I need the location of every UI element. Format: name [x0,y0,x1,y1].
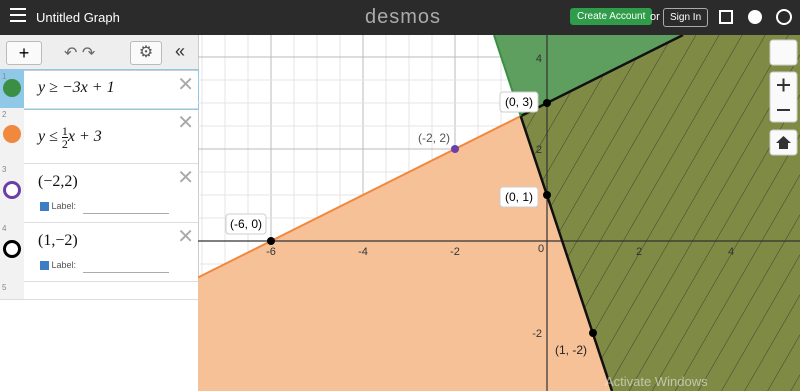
delete-button[interactable]: ✕ [177,167,194,189]
create-account-button[interactable]: Create Account [570,8,653,25]
color-icon[interactable] [3,181,21,199]
collapse-button[interactable]: « [175,41,186,61]
graph-controls [769,39,798,156]
delete-button[interactable]: ✕ [177,74,194,96]
points: (-6, 0) (-2, 2) (0, 3) (0, 1) (1, -2) [225,91,597,357]
point[interactable] [543,99,551,107]
or-text: or [650,11,660,23]
label-input[interactable] [83,213,169,214]
expression-row[interactable]: 1 y ≥ −3x + 1 ✕ [0,69,199,110]
sign-in-button[interactable]: Sign In [663,8,709,27]
color-icon[interactable] [3,79,21,97]
tick-labels: -6 -4 -2 0 2 4 4 2 -2 [266,53,734,340]
label-input[interactable] [83,272,169,273]
zoom-buttons[interactable] [769,71,798,123]
x-tick-label: -4 [358,246,368,258]
point-label: (-2, 2) [418,131,450,145]
color-icon[interactable] [3,240,21,258]
point[interactable] [589,329,597,337]
expression-text[interactable]: y ≥ −3x + 1 [38,79,115,96]
label-option[interactable]: Label: [40,201,77,212]
graph-title[interactable]: Untitled Graph [36,10,120,25]
x-tick-label: -6 [266,246,276,258]
x-tick-label: 2 [636,246,642,258]
hatch [520,35,800,391]
expression-row[interactable]: 3 (−2,2) Label: ✕ [0,163,198,223]
header-icons [719,9,792,25]
x-tick-label: -2 [450,246,460,258]
point[interactable] [267,237,275,245]
add-button[interactable]: + [6,41,42,65]
row-index: 5 [0,281,24,299]
language-icon[interactable] [776,9,792,25]
expr-part: y ≤ [38,128,62,146]
x-tick-label: 4 [728,246,734,258]
y-tick-label: 4 [536,53,542,65]
point-label-box [499,91,539,113]
expression-row[interactable]: 4 (1,−2) Label: ✕ [0,222,198,282]
point-label-box [225,213,267,235]
y-tick-label: 2 [536,144,542,156]
graph[interactable]: -6 -4 -2 0 2 4 4 2 -2 (-6, 0) (-2, 2) (0… [198,35,800,391]
expression-row[interactable]: 5 [0,281,198,300]
menu-button[interactable] [10,8,26,10]
index-text: 1 [2,72,7,81]
help-icon[interactable] [748,10,762,24]
header: Untitled Graph desmos Create Account or … [0,0,800,35]
expression-text[interactable]: (1,−2) [38,232,78,249]
share-icon[interactable] [719,10,733,24]
label-option[interactable]: Label: [40,260,77,271]
logo: desmos [365,6,442,28]
point-label-box [499,186,539,208]
point-label: (0, 3) [505,95,533,109]
denominator: 2 [61,137,68,151]
expression-text[interactable]: (−2,2) [38,173,78,190]
label-text: Label: [51,201,77,211]
index-text: 4 [2,224,7,233]
row-index: 3 [0,163,24,222]
row-index: 4 [0,222,24,281]
row-index: 1 [0,70,24,108]
numerator: 1 [61,124,68,138]
index-text: 2 [2,110,7,119]
index-text: 5 [2,283,7,292]
x-tick-label: 0 [538,243,544,255]
label-text: Label: [51,260,77,270]
expr-part: x + 3 [67,128,102,146]
panel-toolbar: + ↶ ↷ ⚙ « [0,35,198,71]
point-label: (1, -2) [555,343,587,357]
point[interactable] [543,191,551,199]
index-text: 3 [2,165,7,174]
settings-wrench[interactable] [769,39,798,66]
watermark: Activate Windows [605,374,708,389]
row-index: 2 [0,108,24,163]
delete-button[interactable]: ✕ [177,226,194,248]
delete-button[interactable]: ✕ [177,112,194,134]
boundary-1 [519,115,614,391]
y-tick-label: -2 [532,328,542,340]
undo-redo[interactable]: ↶ ↷ [64,45,96,62]
color-icon[interactable] [3,125,21,143]
boundary-2 [198,115,522,279]
point-label: (0, 1) [505,190,533,204]
point[interactable] [451,145,459,153]
settings-button[interactable]: ⚙ [130,41,162,65]
point-label: (-6, 0) [230,217,262,231]
